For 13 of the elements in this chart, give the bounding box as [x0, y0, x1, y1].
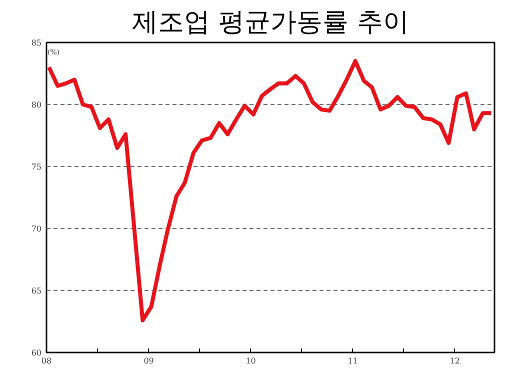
x-tick-label: 11	[348, 356, 358, 366]
y-tick-label: 60	[31, 348, 42, 358]
x-tick-label: 09	[144, 356, 154, 366]
x-tick-label: 10	[246, 356, 256, 366]
x-tick-label: 08	[41, 356, 52, 366]
y-tick-label: 70	[31, 224, 42, 234]
y-tick-label: 65	[31, 286, 42, 296]
line-series	[47, 59, 494, 322]
y-tick-label: 80	[31, 100, 42, 110]
y-tick-label: 75	[31, 162, 42, 172]
y-tick-label: 85	[31, 38, 42, 48]
x-tick-label: 12	[450, 356, 460, 366]
chart-title: 제조업 평균가동률 추이	[132, 8, 409, 38]
